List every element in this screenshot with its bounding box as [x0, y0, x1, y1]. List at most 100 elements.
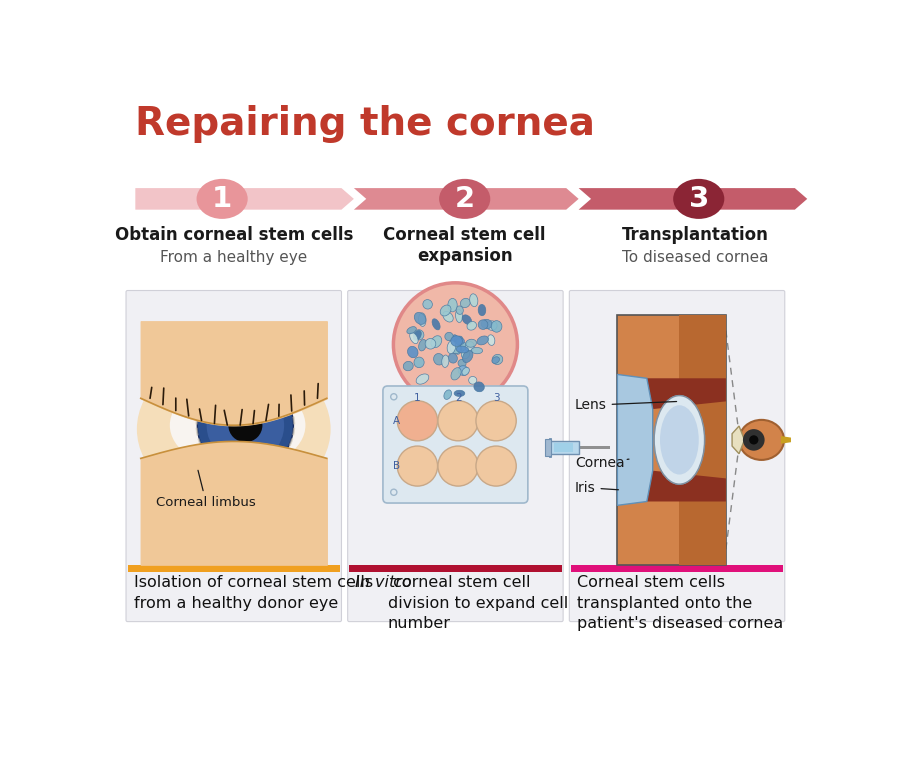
FancyBboxPatch shape [347, 291, 563, 622]
Ellipse shape [170, 381, 305, 470]
Text: Transplantation: Transplantation [622, 226, 768, 244]
Ellipse shape [448, 298, 457, 312]
Circle shape [223, 403, 232, 412]
Ellipse shape [454, 345, 462, 354]
Polygon shape [354, 188, 579, 209]
Text: 3: 3 [688, 185, 709, 213]
Text: Cornea: Cornea [574, 456, 629, 470]
Text: In vitro: In vitro [355, 575, 412, 591]
Polygon shape [732, 426, 744, 454]
Ellipse shape [478, 320, 488, 329]
Ellipse shape [410, 332, 418, 344]
Circle shape [206, 387, 285, 464]
Text: 3: 3 [493, 393, 499, 403]
Text: corneal stem cell
division to expand cell
number: corneal stem cell division to expand cel… [388, 575, 568, 631]
Circle shape [397, 401, 437, 441]
Ellipse shape [486, 321, 497, 330]
Ellipse shape [457, 342, 469, 351]
Ellipse shape [492, 354, 503, 364]
Text: A: A [394, 416, 401, 426]
Ellipse shape [478, 304, 485, 316]
Ellipse shape [462, 315, 472, 324]
Circle shape [749, 435, 758, 445]
Polygon shape [135, 188, 354, 209]
Circle shape [743, 429, 764, 451]
Ellipse shape [419, 339, 426, 351]
Ellipse shape [739, 420, 784, 460]
Text: Isolation of corneal stem cells
from a healthy donor eye: Isolation of corneal stem cells from a h… [134, 575, 373, 611]
Ellipse shape [460, 298, 470, 307]
Bar [571, 446, 610, 449]
Ellipse shape [458, 366, 468, 376]
Bar [349, 565, 562, 572]
Ellipse shape [196, 179, 247, 219]
Ellipse shape [465, 339, 476, 348]
Polygon shape [647, 471, 726, 502]
Text: To diseased cornea: To diseased cornea [622, 250, 768, 266]
Polygon shape [781, 436, 791, 444]
Ellipse shape [419, 313, 426, 326]
Ellipse shape [462, 350, 470, 359]
Ellipse shape [443, 311, 454, 322]
Ellipse shape [453, 340, 461, 351]
Text: Corneal stem cell
expansion: Corneal stem cell expansion [384, 226, 546, 265]
Circle shape [438, 401, 478, 441]
Bar [571, 565, 784, 572]
Ellipse shape [491, 320, 502, 332]
Text: Iris: Iris [574, 480, 618, 495]
Ellipse shape [447, 341, 455, 354]
Ellipse shape [416, 374, 429, 384]
Ellipse shape [456, 306, 464, 314]
Ellipse shape [432, 319, 440, 330]
Text: Corneal limbus: Corneal limbus [156, 471, 256, 509]
Polygon shape [679, 315, 726, 565]
Ellipse shape [404, 361, 414, 371]
Ellipse shape [654, 395, 704, 484]
Ellipse shape [654, 395, 704, 484]
Circle shape [197, 377, 294, 473]
Ellipse shape [470, 294, 478, 307]
Text: 2: 2 [454, 393, 462, 403]
Text: 1: 1 [212, 185, 233, 213]
Ellipse shape [454, 336, 463, 346]
Bar [554, 443, 574, 452]
FancyBboxPatch shape [569, 291, 784, 622]
Polygon shape [647, 378, 726, 409]
Text: Obtain corneal stem cells: Obtain corneal stem cells [115, 226, 353, 244]
Bar [544, 439, 551, 456]
Ellipse shape [414, 329, 424, 340]
Text: B: B [394, 461, 401, 471]
Ellipse shape [451, 367, 461, 380]
Bar [127, 565, 340, 572]
Ellipse shape [455, 338, 464, 345]
Ellipse shape [454, 390, 464, 396]
Ellipse shape [674, 179, 724, 219]
Ellipse shape [434, 354, 445, 365]
Ellipse shape [456, 346, 469, 353]
Ellipse shape [415, 313, 425, 324]
Ellipse shape [462, 367, 469, 375]
Circle shape [397, 446, 437, 486]
Ellipse shape [467, 322, 476, 330]
Ellipse shape [431, 335, 442, 348]
FancyBboxPatch shape [126, 291, 342, 622]
Ellipse shape [455, 309, 463, 323]
Text: From a healthy eye: From a healthy eye [160, 250, 307, 266]
Ellipse shape [407, 346, 418, 357]
Ellipse shape [474, 382, 484, 392]
Ellipse shape [477, 336, 488, 345]
Ellipse shape [481, 320, 492, 329]
Circle shape [476, 401, 516, 441]
Text: Repairing the cornea: Repairing the cornea [135, 105, 595, 143]
Text: Lens: Lens [574, 398, 676, 412]
Polygon shape [579, 188, 807, 209]
Ellipse shape [450, 342, 461, 354]
Ellipse shape [487, 335, 494, 345]
Ellipse shape [439, 179, 490, 219]
Ellipse shape [407, 326, 416, 334]
Ellipse shape [219, 399, 241, 413]
Ellipse shape [414, 330, 421, 341]
Ellipse shape [465, 342, 474, 351]
Ellipse shape [452, 335, 458, 345]
Circle shape [438, 446, 478, 486]
